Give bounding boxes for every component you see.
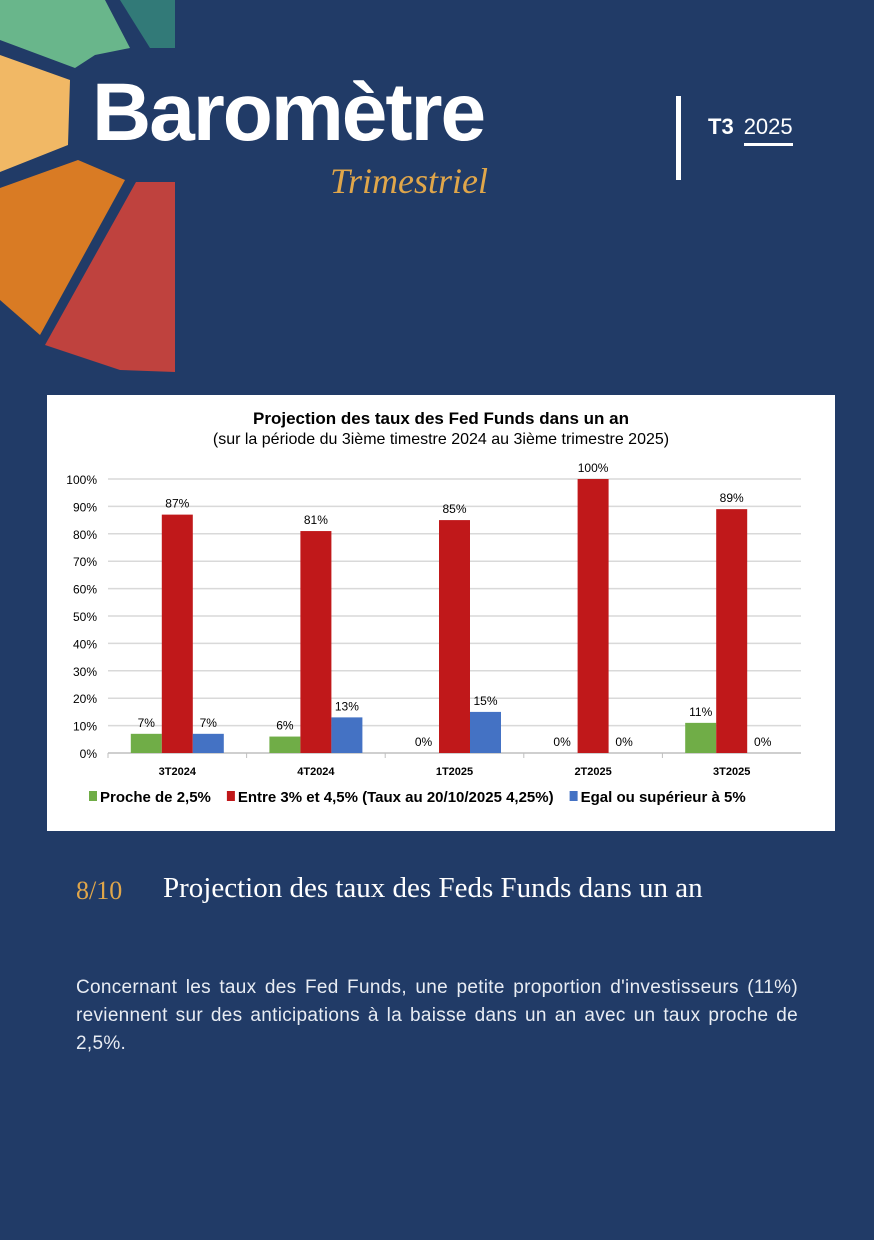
period-label: T3 2025 <box>708 114 793 146</box>
section-number: 8/10 <box>76 876 123 905</box>
data-label: 7% <box>138 716 156 730</box>
bar <box>439 520 470 753</box>
data-label: 0% <box>754 735 772 749</box>
data-label: 6% <box>276 719 294 733</box>
bar-chart: Projection des taux des Fed Funds dans u… <box>66 409 801 806</box>
y-tick-label: 80% <box>73 528 97 542</box>
chart-subtitle: (sur la période du 3ième timestre 2024 a… <box>213 431 669 448</box>
y-tick-label: 20% <box>73 692 97 706</box>
body-text: Concernant les taux des Fed Funds, une p… <box>76 977 798 1054</box>
bar <box>269 736 301 753</box>
bar <box>130 733 162 753</box>
bar <box>192 733 224 753</box>
legend-label: Entre 3% et 4,5% (Taux au 20/10/2025 4,2… <box>238 789 554 806</box>
brand-subtitle: Trimestriel <box>330 161 489 201</box>
bar <box>716 509 748 753</box>
chart-container: Projection des taux des Fed Funds dans u… <box>47 395 835 831</box>
y-tick-label: 70% <box>73 555 97 569</box>
barometer-dial-decoration <box>0 0 175 372</box>
bar <box>300 531 332 753</box>
y-tick-label: 30% <box>73 665 97 679</box>
bar <box>685 722 717 753</box>
section-title: Projection des taux des Feds Funds dans … <box>163 872 703 904</box>
quarter: T3 <box>708 114 734 139</box>
data-label: 89% <box>720 491 744 505</box>
data-label: 0% <box>553 735 571 749</box>
x-tick-label: 1T2025 <box>436 766 473 778</box>
data-label: 11% <box>689 705 712 719</box>
legend-swatch <box>226 791 235 801</box>
data-label: 15% <box>473 694 497 708</box>
y-tick-label: 0% <box>80 747 98 761</box>
y-tick-label: 50% <box>73 610 97 624</box>
divider <box>676 96 681 180</box>
x-tick-label: 2T2025 <box>574 766 611 778</box>
y-tick-label: 60% <box>73 583 97 597</box>
data-label: 7% <box>200 716 218 730</box>
data-label: 0% <box>615 735 633 749</box>
bar <box>331 717 363 753</box>
x-tick-label: 3T2025 <box>713 766 750 778</box>
data-label: 100% <box>578 461 609 475</box>
bar <box>470 711 501 753</box>
y-tick-label: 90% <box>73 500 97 514</box>
year: 2025 <box>743 114 793 146</box>
y-tick-label: 40% <box>73 637 97 651</box>
data-label: 81% <box>304 513 328 527</box>
data-label: 0% <box>415 735 433 749</box>
brand-logo: Baromètre <box>92 67 486 158</box>
chart-title: Projection des taux des Fed Funds dans u… <box>253 409 629 428</box>
x-tick-label: 3T2024 <box>159 766 197 778</box>
y-tick-label: 10% <box>73 720 97 734</box>
legend-swatch <box>569 791 578 801</box>
legend-label: Egal ou supérieur à 5% <box>581 789 746 806</box>
bar <box>161 514 193 753</box>
legend-label: Proche de 2,5% <box>100 789 211 806</box>
data-label: 85% <box>442 502 466 516</box>
legend-swatch <box>89 791 97 801</box>
data-label: 13% <box>335 699 359 713</box>
x-tick-label: 4T2024 <box>297 766 335 778</box>
bar <box>577 479 609 753</box>
y-tick-label: 100% <box>66 473 97 487</box>
data-label: 87% <box>165 497 189 511</box>
